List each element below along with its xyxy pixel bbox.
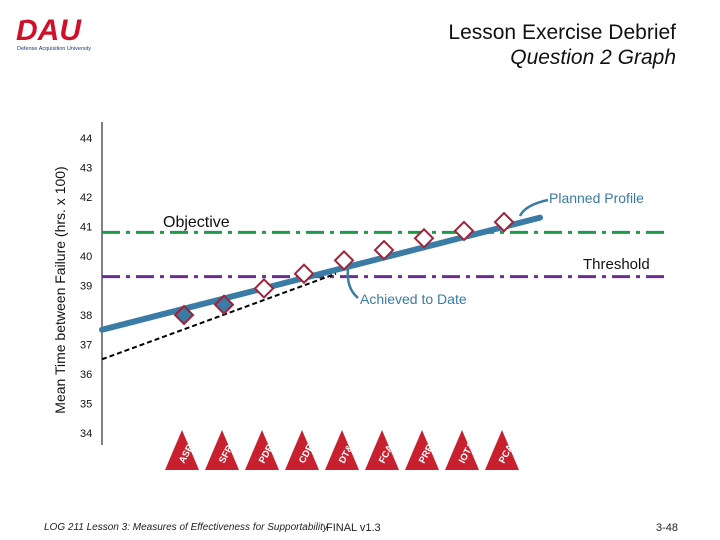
milestone-iote: IOT&E [445,430,480,470]
y-tick-label: 43 [80,163,92,175]
y-tick-label: 39 [80,281,92,293]
logo-swoosh [17,15,45,21]
dau-logo: DAU Defense Acquisition University [16,14,91,52]
footer-version: FINAL v1.3 [326,522,381,534]
y-tick-label: 42 [80,192,92,204]
threshold-label: Threshold [583,256,650,273]
marker-cdr [293,263,315,285]
objective-label: Objective [163,214,230,231]
y-tick-label: 35 [80,399,92,411]
footer-page-number: 3-48 [655,522,678,534]
title-line-2: Question 2 Graph [510,46,676,69]
footer-course: LOG 211 Lesson 3: Measures of Effectiven… [44,522,328,533]
planned-profile-callout [518,198,549,217]
milestone-fca: FCA [365,430,399,470]
milestone-pca: PCA [485,430,519,470]
milestone-prr: PRR [405,430,439,470]
marker-iote [453,220,475,242]
marker-prr [413,227,435,249]
milestone-cdr: CDR [285,430,319,470]
milestone-triangle [165,430,199,470]
y-tick-label: 34 [80,428,92,440]
y-axis-label: Mean Time between Failure (hrs. x 100) [52,166,68,413]
milestone-triangle [285,430,319,470]
y-tick-label: 38 [80,310,92,322]
y-tick-label: 41 [80,222,92,234]
milestone-sfr: SFR [205,430,239,470]
y-tick-label: 44 [80,133,92,145]
slide-title: Lesson Exercise Debrief Question 2 Graph [448,20,676,70]
milestone-triangle [205,430,239,470]
marker-fca [373,239,395,261]
title-line-1: Lesson Exercise Debrief [448,21,676,44]
milestone-triangle [245,430,279,470]
marker-sfr [213,294,235,316]
milestone-dte: DT&E [325,430,359,470]
milestone-triangle [445,430,479,470]
milestone-asr: ASR [165,430,199,470]
planned-profile-line [99,214,543,333]
planned-profile-label: Planned Profile [549,190,644,206]
milestone-triangle [325,430,359,470]
marker-pdr [253,278,275,299]
y-tick-label: 40 [80,251,92,263]
achieved-label: Achieved to Date [360,291,467,307]
achieved-to-date-line [101,272,337,361]
y-tick-label: 37 [80,340,92,352]
marker-asr [173,304,195,326]
milestone-pdr: PDR [245,430,279,470]
marker-dte [333,250,355,271]
logo-subtitle: Defense Acquisition University [17,46,91,52]
y-tick-label: 36 [80,369,92,381]
milestone-triangle [365,430,399,470]
achieved-callout [346,267,359,299]
milestone-triangle [405,430,439,470]
milestone-triangle [485,430,519,470]
marker-pca [493,211,515,233]
